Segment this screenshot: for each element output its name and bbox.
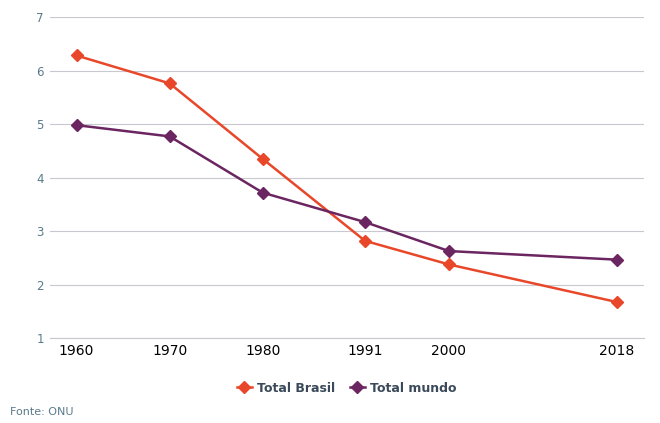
- Total Brasil: [361, 238, 369, 243]
- Line: Total Brasil: Total Brasil: [73, 51, 620, 306]
- Text: Fonte: ONU: Fonte: ONU: [10, 407, 73, 417]
- Total Brasil: [166, 81, 174, 86]
- Total mundo: [445, 249, 453, 254]
- Total mundo: [612, 257, 620, 262]
- Line: Total mundo: Total mundo: [73, 121, 620, 264]
- Total mundo: [73, 123, 81, 128]
- Total Brasil: [612, 299, 620, 305]
- Total Brasil: [445, 262, 453, 267]
- Total Brasil: [259, 157, 267, 162]
- Legend: Total Brasil, Total mundo: Total Brasil, Total mundo: [232, 377, 461, 400]
- Total mundo: [361, 220, 369, 225]
- Total mundo: [259, 190, 267, 195]
- Total mundo: [166, 134, 174, 139]
- Total Brasil: [73, 53, 81, 58]
